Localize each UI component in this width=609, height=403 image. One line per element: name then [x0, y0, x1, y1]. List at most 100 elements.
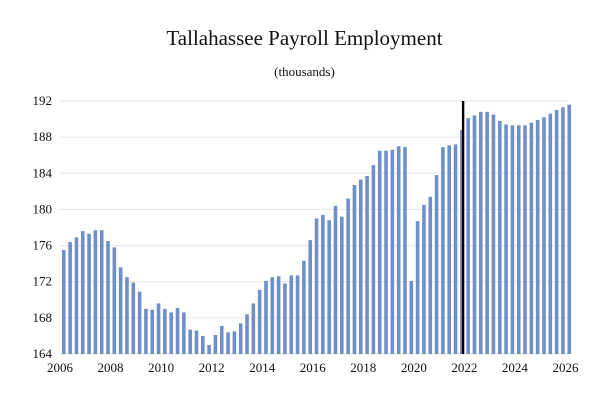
bar: [270, 277, 275, 354]
bar: [535, 119, 540, 354]
bar: [238, 323, 243, 354]
bar: [333, 205, 338, 354]
bar: [466, 118, 470, 355]
bars-series: [61, 104, 572, 355]
bar: [327, 220, 331, 354]
bar: [441, 147, 445, 354]
x-tick-label: 2024: [502, 360, 529, 375]
bar: [200, 335, 205, 354]
bar: [283, 283, 287, 354]
y-tick-label: 164: [33, 346, 53, 361]
y-axis-ticks: 164 168 172 176 180 184 188 192: [33, 93, 53, 361]
bar: [276, 276, 281, 354]
bar: [497, 120, 502, 354]
bar: [422, 204, 426, 354]
bar: [194, 330, 199, 354]
bar: [428, 196, 433, 354]
y-tick-label: 184: [33, 165, 53, 180]
bar: [352, 185, 357, 354]
bar: [232, 331, 237, 354]
bar: [403, 147, 407, 354]
bar: [346, 198, 350, 354]
bar: [99, 230, 104, 354]
bar: [118, 267, 123, 354]
bar: [409, 280, 414, 354]
bar: [302, 260, 306, 354]
bar: [358, 179, 363, 354]
y-tick-label: 168: [33, 310, 53, 325]
bar: [163, 308, 167, 354]
bar: [434, 175, 439, 354]
bar: [80, 231, 85, 354]
bar: [188, 329, 192, 354]
bar: [340, 216, 344, 354]
bar: [289, 275, 294, 354]
y-tick-label: 180: [33, 201, 53, 216]
bar: [112, 247, 117, 354]
bar: [93, 230, 98, 354]
bar: [156, 303, 161, 354]
bar: [137, 291, 142, 354]
x-tick-label: 2006: [47, 360, 74, 375]
chart-subtitle: (thousands): [274, 64, 335, 79]
bar: [542, 117, 546, 354]
bar: [504, 124, 508, 354]
bar: [460, 129, 464, 354]
bar: [245, 314, 249, 354]
bar: [295, 275, 300, 354]
bar: [371, 165, 376, 354]
bar: [390, 149, 395, 354]
bar: [529, 122, 534, 354]
bar: [207, 344, 211, 354]
bar: [321, 214, 325, 354]
bar: [308, 240, 313, 354]
bar: [226, 332, 230, 354]
bar: [554, 110, 559, 355]
x-tick-label: 2022: [451, 360, 477, 375]
bar: [516, 125, 521, 355]
bar: [453, 144, 458, 354]
x-tick-label: 2026: [552, 360, 579, 375]
bar: [251, 303, 256, 354]
bar: [264, 280, 268, 354]
x-tick-label: 2008: [98, 360, 124, 375]
bar: [396, 146, 401, 354]
x-tick-label: 2020: [401, 360, 427, 375]
x-tick-label: 2010: [148, 360, 174, 375]
bar: [377, 150, 382, 354]
bar: [125, 277, 129, 354]
bar: [169, 312, 174, 354]
y-tick-label: 172: [33, 274, 53, 289]
bar: [365, 175, 369, 354]
chart-title: Tallahassee Payroll Employment: [166, 26, 443, 50]
bar: [548, 113, 553, 355]
bar: [567, 104, 572, 354]
bar: [213, 335, 218, 354]
bar: [182, 312, 186, 354]
x-axis-ticks: 2006 2008 2010 2012 2014 2016 2018 2020 2022 2024…: [47, 360, 579, 375]
bar: [219, 325, 224, 354]
x-tick-label: 2012: [199, 360, 225, 375]
bar: [479, 111, 483, 354]
bar: [415, 221, 420, 354]
bar: [561, 107, 565, 354]
bar: [68, 241, 72, 354]
x-tick-label: 2016: [300, 360, 327, 375]
bar: [384, 150, 388, 354]
bar: [87, 233, 91, 354]
bar: [314, 218, 319, 354]
bar: [150, 309, 155, 354]
y-tick-label: 176: [33, 238, 53, 253]
gridlines: [60, 100, 568, 355]
bar: [144, 308, 148, 354]
bar: [257, 289, 262, 354]
bar: [106, 241, 110, 354]
x-tick-label: 2018: [350, 360, 376, 375]
bar: [491, 114, 496, 354]
y-tick-label: 188: [33, 129, 53, 144]
bar: [131, 282, 136, 354]
bar: [447, 145, 452, 354]
bar: [61, 250, 66, 354]
bar: [510, 125, 515, 355]
